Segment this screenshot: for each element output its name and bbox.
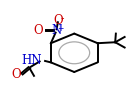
Text: +: + bbox=[57, 24, 63, 33]
Text: N: N bbox=[51, 24, 61, 37]
Text: O: O bbox=[33, 24, 43, 37]
Text: HN: HN bbox=[22, 54, 42, 67]
Text: -: - bbox=[61, 13, 64, 23]
Text: O: O bbox=[11, 68, 21, 81]
Text: O: O bbox=[53, 14, 63, 27]
